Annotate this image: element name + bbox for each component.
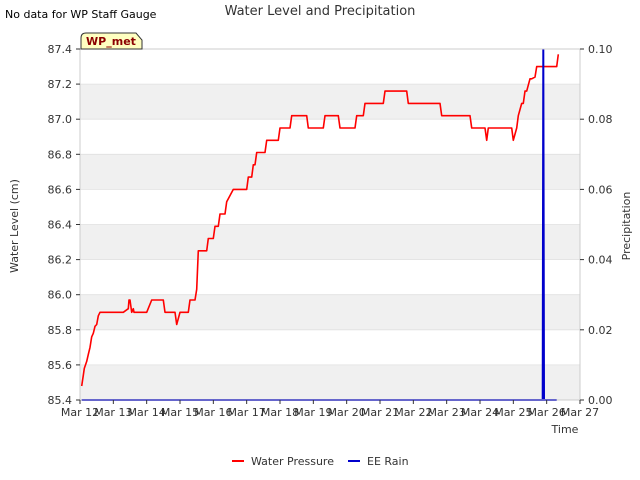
y-right-tick-label: 0.06 bbox=[588, 183, 613, 196]
x-tick-label: Mar 16 bbox=[194, 406, 232, 419]
y-left-tick-label: 86.0 bbox=[48, 289, 73, 302]
y-left-tick-label: 86.2 bbox=[48, 254, 73, 267]
x-tick-label: Mar 24 bbox=[461, 406, 499, 419]
y-right-tick-label: 0.04 bbox=[588, 254, 613, 267]
y-axis-left-label: Water Level (cm) bbox=[8, 179, 21, 273]
chart-title: Water Level and Precipitation bbox=[225, 4, 416, 19]
grid-bands bbox=[80, 48, 580, 401]
y-left-tick-label: 85.8 bbox=[48, 324, 73, 337]
x-tick-label: Mar 19 bbox=[294, 406, 332, 419]
x-tick-label: Mar 21 bbox=[361, 406, 399, 419]
grid-band bbox=[80, 84, 580, 120]
x-tick-label: Mar 18 bbox=[261, 406, 299, 419]
y-right-tick-label: 0.00 bbox=[588, 394, 613, 407]
y-left-tick-label: 85.4 bbox=[48, 394, 73, 407]
station-tag: WP_met bbox=[80, 32, 143, 50]
y-left-tick-label: 86.4 bbox=[48, 219, 73, 232]
x-tick-label: Mar 17 bbox=[228, 406, 266, 419]
legend: Water Pressure EE Rain bbox=[232, 455, 409, 468]
grid-band bbox=[80, 364, 580, 400]
y-left-tick-label: 87.2 bbox=[48, 78, 73, 91]
x-tick-label: Mar 20 bbox=[328, 406, 366, 419]
y-left-tick-label: 86.8 bbox=[48, 148, 73, 161]
y-right-tick-label: 0.10 bbox=[588, 43, 613, 56]
x-tick-label: Mar 25 bbox=[494, 406, 532, 419]
y-axis-right-label: Precipitation bbox=[620, 192, 633, 261]
series-line-water-pressure bbox=[80, 54, 560, 387]
grid-band bbox=[80, 224, 580, 260]
grid-band bbox=[80, 154, 580, 190]
y-left-tick-label: 87.0 bbox=[48, 113, 73, 126]
station-tag-box bbox=[80, 32, 143, 50]
y-left-tick-label: 87.4 bbox=[48, 43, 73, 56]
x-axis-label: Time bbox=[551, 423, 579, 436]
legend-label-ee-rain: EE Rain bbox=[367, 455, 409, 468]
x-tick-label: Mar 26 bbox=[528, 406, 566, 419]
x-tick-label: Mar 23 bbox=[428, 406, 466, 419]
no-data-note: No data for WP Staff Gauge bbox=[5, 8, 157, 21]
legend-label-water-pressure: Water Pressure bbox=[251, 455, 334, 468]
x-tick-label: Mar 12 bbox=[61, 406, 99, 419]
y-axis-left: 85.4 85.6 85.8 86.0 86.2 86.4 86.6 86.8 87.0 87.2… bbox=[48, 43, 80, 407]
x-tick-label: Mar 27 bbox=[561, 406, 599, 419]
y-right-tick-label: 0.02 bbox=[588, 324, 613, 337]
x-tick-label: Mar 13 bbox=[94, 406, 132, 419]
station-tag-label: WP_met bbox=[86, 35, 136, 48]
y-axis-right: 0.00 0.02 0.04 0.06 0.08 0.10 bbox=[580, 43, 613, 407]
x-tick-label: Mar 15 bbox=[161, 406, 199, 419]
y-left-tick-label: 86.6 bbox=[48, 183, 73, 196]
y-right-tick-label: 0.08 bbox=[588, 113, 613, 126]
y-left-tick-label: 85.6 bbox=[48, 359, 73, 372]
x-tick-label: Mar 14 bbox=[128, 406, 166, 419]
x-tick-label: Mar 22 bbox=[394, 406, 432, 419]
